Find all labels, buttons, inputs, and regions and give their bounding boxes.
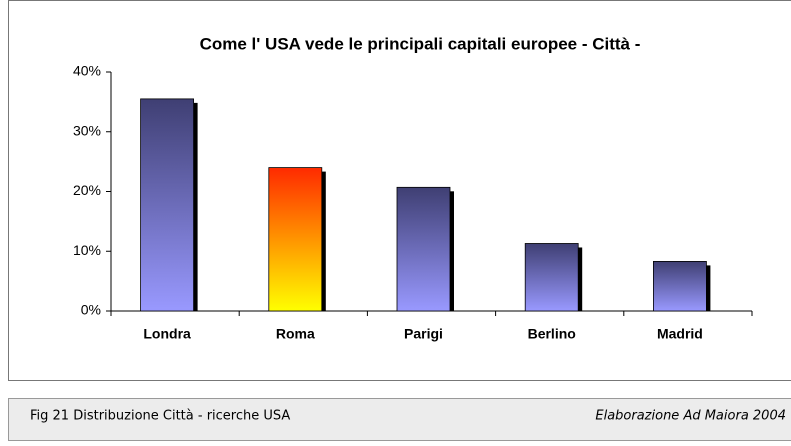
- y-tick-label: 20%: [73, 182, 101, 198]
- y-tick-label: 10%: [73, 242, 101, 258]
- caption-left: Fig 21 Distribuzione Città - ricerche US…: [30, 409, 290, 424]
- y-tick-label: 0%: [81, 302, 101, 318]
- x-tick-label: Parigi: [404, 326, 443, 342]
- bar: [141, 99, 194, 311]
- y-tick-label: 40%: [73, 63, 101, 79]
- bar: [397, 187, 450, 311]
- bar: [269, 168, 322, 311]
- bar: [653, 261, 706, 311]
- y-tick-label: 30%: [73, 122, 101, 138]
- x-tick-label: Roma: [276, 326, 315, 342]
- x-tick-label: Madrid: [657, 326, 703, 342]
- x-tick-label: Londra: [143, 326, 191, 342]
- chart-title: Come l' USA vede le principali capitali …: [200, 34, 641, 53]
- bar: [525, 243, 578, 311]
- caption-right: Elaborazione Ad Maiora 2004: [595, 409, 786, 424]
- x-tick-label: Berlino: [528, 326, 576, 342]
